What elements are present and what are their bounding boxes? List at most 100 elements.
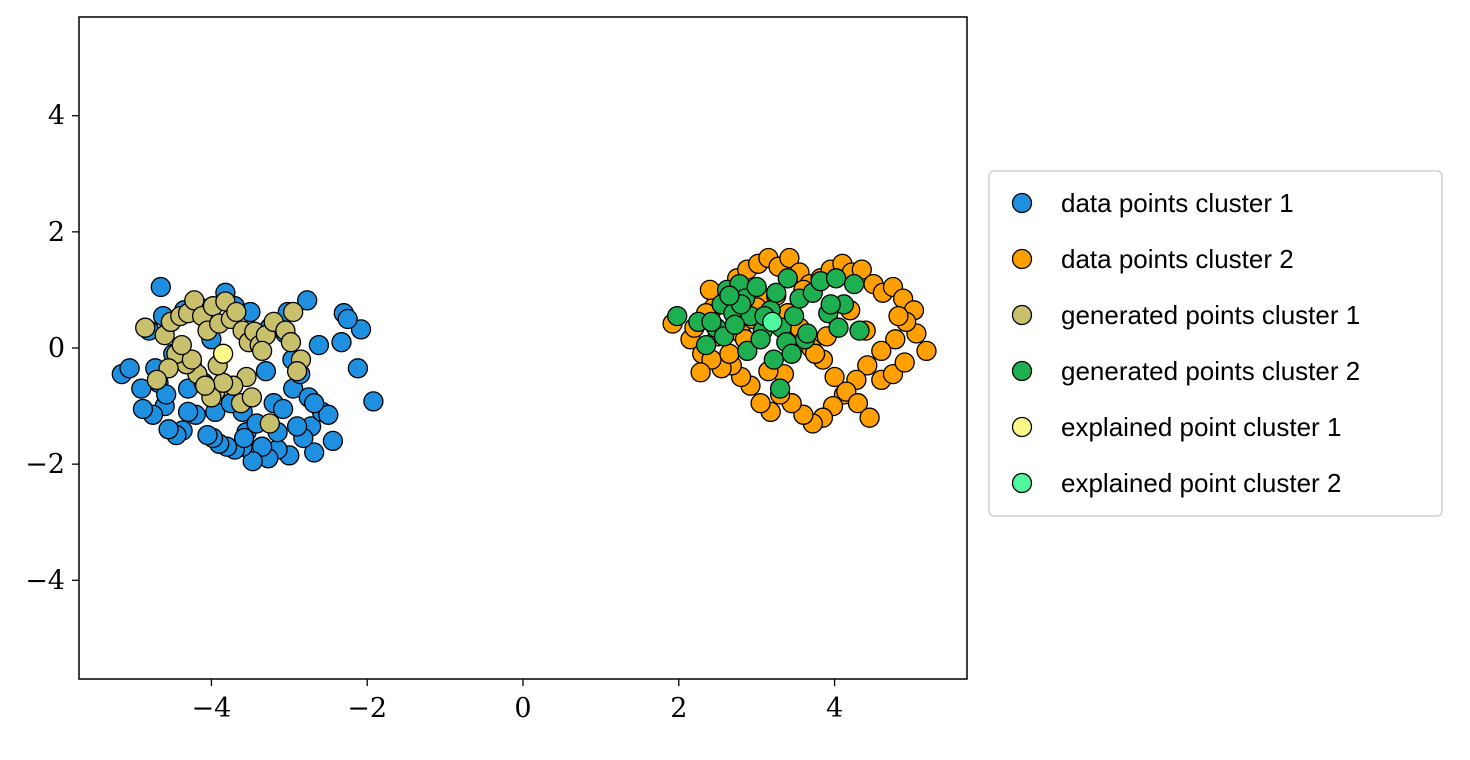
y-tick-label: 2	[48, 217, 65, 248]
y-tick-label: −2	[25, 449, 65, 480]
legend-item-data-points-cluster-2: data points cluster 2	[1011, 244, 1294, 274]
point-generated-points-cluster-1	[259, 413, 280, 434]
point-generated-points-cluster-1	[251, 340, 273, 362]
point-data-points-cluster-2	[690, 362, 711, 383]
point-data-points-cluster-2	[894, 352, 915, 373]
point-generated-points-cluster-1	[181, 349, 203, 370]
legend-label: data points cluster 2	[1061, 244, 1294, 274]
point-generated-points-cluster-2	[828, 317, 849, 338]
point-generated-points-cluster-1	[195, 375, 216, 396]
point-generated-points-cluster-2	[777, 268, 798, 289]
point-data-points-cluster-2	[871, 340, 892, 362]
x-tick-label: 4	[826, 693, 843, 724]
point-data-points-cluster-1	[197, 424, 218, 446]
point-generated-points-cluster-2	[783, 305, 805, 327]
point-data-points-cluster-1	[337, 308, 358, 330]
point-generated-points-cluster-2	[701, 311, 722, 333]
legend-marker	[1011, 192, 1033, 214]
point-data-points-cluster-1	[177, 401, 199, 423]
y-tick-label: 0	[48, 333, 65, 364]
point-data-points-cluster-1	[308, 334, 330, 356]
legend-frame	[988, 170, 1443, 517]
x-tick-label: −2	[347, 693, 387, 724]
point-data-points-cluster-2	[888, 305, 909, 327]
point-generated-points-cluster-2	[719, 285, 740, 306]
point-generated-points-cluster-2	[667, 305, 688, 327]
legend-marker	[1011, 360, 1033, 382]
point-data-points-cluster-2	[916, 340, 937, 362]
point-generated-points-cluster-2	[769, 378, 791, 399]
point-explained-point-cluster-1	[212, 343, 234, 364]
point-data-points-cluster-1	[363, 391, 384, 412]
legend-item-generated-points-cluster-2: generated points cluster 2	[1011, 356, 1360, 386]
legend-marker	[1011, 248, 1033, 270]
point-generated-points-cluster-1	[135, 317, 156, 338]
point-explained-point-cluster-2	[762, 311, 783, 333]
legend-label: explained point cluster 1	[1061, 412, 1341, 442]
point-generated-points-cluster-2	[825, 268, 847, 289]
point-generated-points-cluster-1	[241, 387, 263, 408]
legend: data points cluster 1 data points cluster…	[988, 170, 1443, 517]
legend-marker	[1011, 472, 1033, 494]
series-generated-points-cluster-1	[135, 290, 312, 434]
point-generated-points-cluster-2	[695, 334, 717, 356]
point-data-points-cluster-2	[779, 247, 800, 269]
legend-item-explained-point-cluster-2: explained point cluster 2	[1011, 468, 1341, 498]
y-tick-label: 4	[48, 101, 65, 132]
point-data-points-cluster-2	[847, 393, 869, 414]
point-data-points-cluster-1	[233, 427, 255, 449]
point-data-points-cluster-2	[859, 407, 880, 428]
point-generated-points-cluster-1	[226, 301, 247, 323]
legend-item-explained-point-cluster-1: explained point cluster 1	[1011, 412, 1341, 442]
point-data-points-cluster-1	[158, 419, 179, 440]
legend-marker	[1011, 304, 1033, 326]
point-generated-points-cluster-2	[763, 349, 784, 370]
point-data-points-cluster-1	[350, 319, 372, 340]
point-generated-points-cluster-2	[820, 294, 841, 315]
point-data-points-cluster-2	[804, 343, 826, 364]
legend-item-generated-points-cluster-1: generated points cluster 1	[1011, 300, 1360, 330]
point-data-points-cluster-1	[322, 430, 344, 452]
x-axis: −4 −2 0 2 4	[192, 679, 843, 724]
point-data-points-cluster-1	[297, 290, 318, 311]
legend-marker	[1011, 416, 1033, 438]
point-data-points-cluster-1	[286, 416, 308, 437]
point-generated-points-cluster-2	[737, 340, 758, 362]
point-generated-points-cluster-2	[766, 282, 787, 303]
point-generated-points-cluster-1	[212, 372, 234, 393]
scatter-points	[111, 247, 937, 472]
point-data-points-cluster-1	[131, 378, 152, 399]
point-generated-points-cluster-2	[797, 323, 818, 344]
point-data-points-cluster-2	[750, 393, 771, 414]
point-generated-points-cluster-2	[843, 273, 865, 295]
point-generated-points-cluster-1	[286, 361, 308, 382]
point-data-points-cluster-2	[824, 366, 845, 388]
point-data-points-cluster-1	[304, 442, 325, 463]
point-data-points-cluster-1	[150, 276, 171, 298]
point-data-points-cluster-2	[857, 355, 878, 376]
point-data-points-cluster-1	[304, 393, 325, 414]
point-data-points-cluster-1	[119, 358, 140, 379]
legend-label: data points cluster 1	[1061, 188, 1294, 218]
legend-item-data-points-cluster-1: data points cluster 1	[1011, 188, 1294, 218]
point-generated-points-cluster-1	[146, 369, 168, 391]
y-tick-label: −4	[25, 565, 65, 596]
series-explained-point-cluster-1	[212, 343, 234, 364]
point-generated-points-cluster-2	[750, 329, 771, 350]
point-generated-points-cluster-1	[280, 332, 302, 353]
point-generated-points-cluster-2	[746, 276, 767, 298]
x-tick-label: −4	[192, 693, 232, 724]
x-tick-label: 0	[514, 693, 531, 724]
legend-label: generated points cluster 1	[1061, 300, 1360, 330]
point-generated-points-cluster-1	[171, 334, 192, 356]
point-data-points-cluster-1	[242, 451, 263, 472]
legend-label: explained point cluster 2	[1061, 468, 1341, 498]
point-data-points-cluster-1	[331, 332, 352, 353]
point-data-points-cluster-1	[272, 398, 294, 420]
y-axis: −4 −2 0 2 4	[25, 101, 79, 596]
point-data-points-cluster-2	[719, 343, 740, 364]
point-generated-points-cluster-2	[781, 343, 802, 364]
point-data-points-cluster-1	[347, 358, 369, 379]
point-data-points-cluster-1	[156, 384, 177, 405]
